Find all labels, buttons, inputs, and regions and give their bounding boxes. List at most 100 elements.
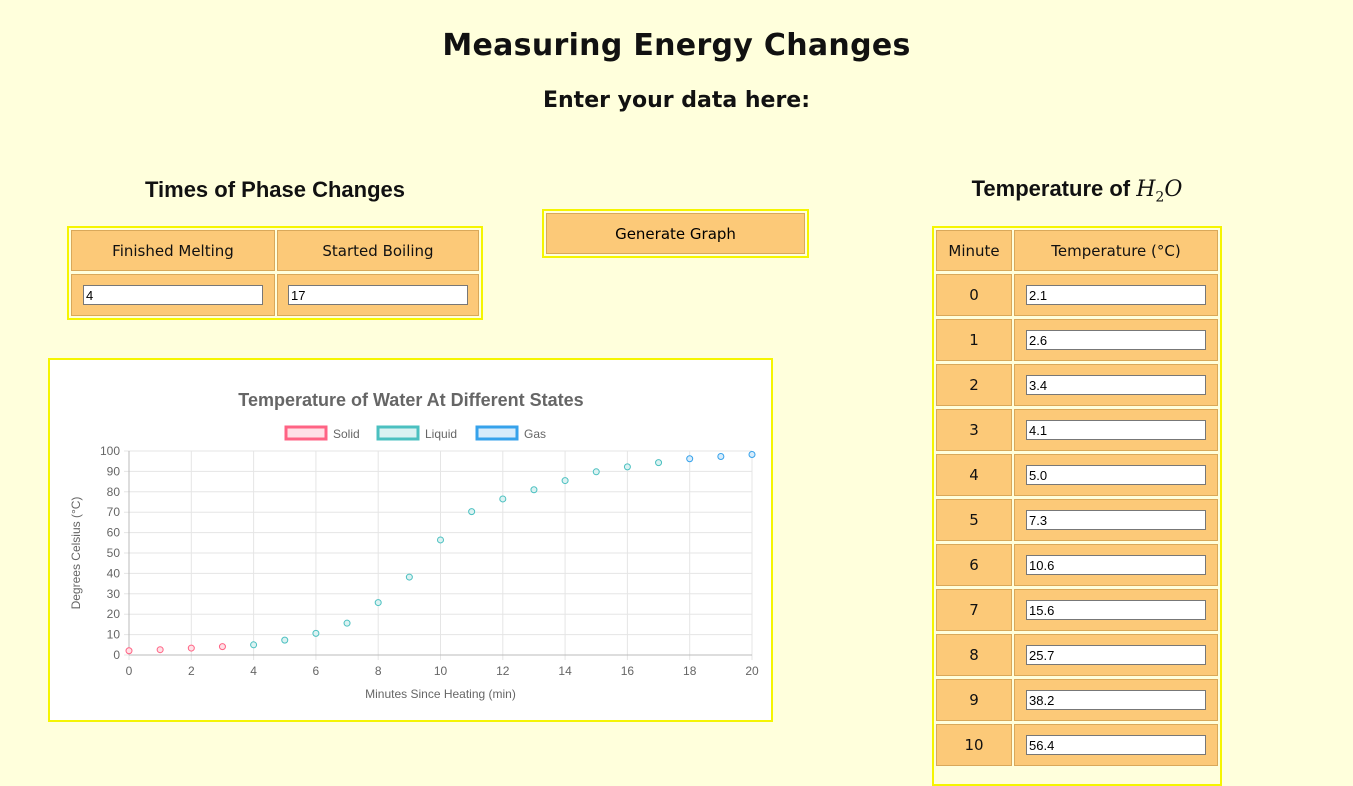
temp-row-cell [1014,319,1218,361]
data-point-liquid [592,468,600,476]
temp-row-minute: 1 [936,319,1012,361]
temperature-input[interactable] [1026,465,1206,485]
temperature-input[interactable] [1026,285,1206,305]
temp-row-cell [1014,409,1218,451]
chart-container: Temperature of Water At Different States… [48,358,773,722]
temperature-section-title: Temperature of H2O [932,176,1222,205]
y-tick-label: 80 [107,485,121,499]
data-point-liquid [468,508,476,516]
legend-label-liquid: Liquid [425,427,457,441]
legend-label-solid: Solid [333,427,360,441]
y-axis-label: Degrees Celsius (°C) [69,497,83,610]
formula-subscript: 2 [1155,189,1165,206]
y-tick-label: 100 [100,444,120,458]
temp-row-minute: 4 [936,454,1012,496]
temperature-input[interactable] [1026,420,1206,440]
temperature-input[interactable] [1026,555,1206,575]
temp-row-minute: 10 [936,724,1012,766]
water-formula: H2O [1136,177,1183,206]
temperature-chart: Temperature of Water At Different States… [69,390,759,701]
data-point-liquid [561,477,569,485]
phase-header-melting: Finished Melting [71,230,275,271]
data-point-liquid [437,536,444,544]
temperature-input[interactable] [1026,735,1206,755]
data-point-liquid [374,599,382,607]
temp-row-minute: 9 [936,679,1012,721]
data-point-liquid [655,459,663,467]
temperature-input[interactable] [1026,600,1206,620]
temp-row-cell [1014,589,1218,631]
temp-row-cell [1014,499,1218,541]
y-tick-label: 30 [107,587,121,601]
page-title: Measuring Energy Changes [442,28,911,63]
finished-melting-input[interactable] [83,285,263,305]
temp-row-cell [1014,274,1218,316]
x-tick-label: 2 [188,664,195,678]
phase-header-boiling: Started Boiling [277,230,479,271]
generate-button-wrapper: Generate Graph [542,209,809,258]
temperature-input[interactable] [1026,510,1206,530]
temp-header-minute: Minute [936,230,1012,271]
y-tick-label: 10 [107,628,121,642]
temp-row-minute: 3 [936,409,1012,451]
legend-swatch-gas [475,425,519,441]
phase-table: Finished Melting Started Boiling [67,226,483,320]
page-subtitle: Enter your data here: [542,88,811,113]
y-tick-label: 50 [107,546,121,560]
temperature-input[interactable] [1026,330,1206,350]
y-tick-label: 20 [107,607,121,621]
temperature-input[interactable] [1026,690,1206,710]
temp-row-cell [1014,724,1218,766]
x-tick-label: 10 [434,664,448,678]
legend-swatch-solid [284,425,328,441]
data-point-liquid [530,486,538,494]
y-tick-label: 90 [107,464,121,478]
temp-row-minute: 5 [936,499,1012,541]
started-boiling-input[interactable] [288,285,468,305]
data-point-gas [748,450,756,458]
temperature-input[interactable] [1026,645,1206,665]
temp-row-minute: 7 [936,589,1012,631]
generate-graph-button[interactable]: Generate Graph [546,213,805,254]
y-tick-label: 40 [107,566,121,580]
data-point-gas [717,453,725,461]
temp-row-cell [1014,679,1218,721]
temperature-title-text: Temperature of [971,176,1137,201]
legend-swatch-liquid [376,425,420,441]
formula-o: O [1164,177,1183,202]
temp-row-cell [1014,454,1218,496]
x-tick-label: 18 [683,664,697,678]
data-point-liquid [281,636,289,644]
phase-section-title: Times of Phase Changes [144,177,405,202]
x-tick-label: 4 [250,664,257,678]
temperature-input[interactable] [1026,375,1206,395]
x-tick-label: 8 [375,664,382,678]
data-point-solid [125,647,133,655]
temp-row-cell [1014,544,1218,586]
temp-header-temperature: Temperature (°C) [1014,230,1218,271]
data-point-solid [156,646,164,654]
x-tick-label: 0 [126,664,133,678]
phase-cell-boiling [277,274,479,316]
temperature-table: Minute Temperature (°C) 012345678910 [932,226,1222,786]
temp-row-cell [1014,634,1218,676]
x-tick-label: 14 [558,664,572,678]
chart-title: Temperature of Water At Different States [238,390,583,410]
x-tick-label: 6 [313,664,320,678]
formula-h: H [1136,177,1156,202]
data-point-gas [686,455,694,463]
data-point-liquid [405,573,413,581]
phase-cell-melting [71,274,275,316]
data-point-liquid [343,619,351,627]
data-point-liquid [499,495,507,503]
data-point-solid [218,643,226,651]
temp-row-cell [1014,364,1218,406]
data-point-liquid [250,641,258,649]
y-tick-label: 0 [113,648,120,662]
data-point-liquid [312,629,320,637]
y-tick-label: 70 [107,505,121,519]
y-tick-label: 60 [107,526,121,540]
x-tick-label: 12 [496,664,510,678]
temp-row-minute: 8 [936,634,1012,676]
legend-label-gas: Gas [524,427,546,441]
